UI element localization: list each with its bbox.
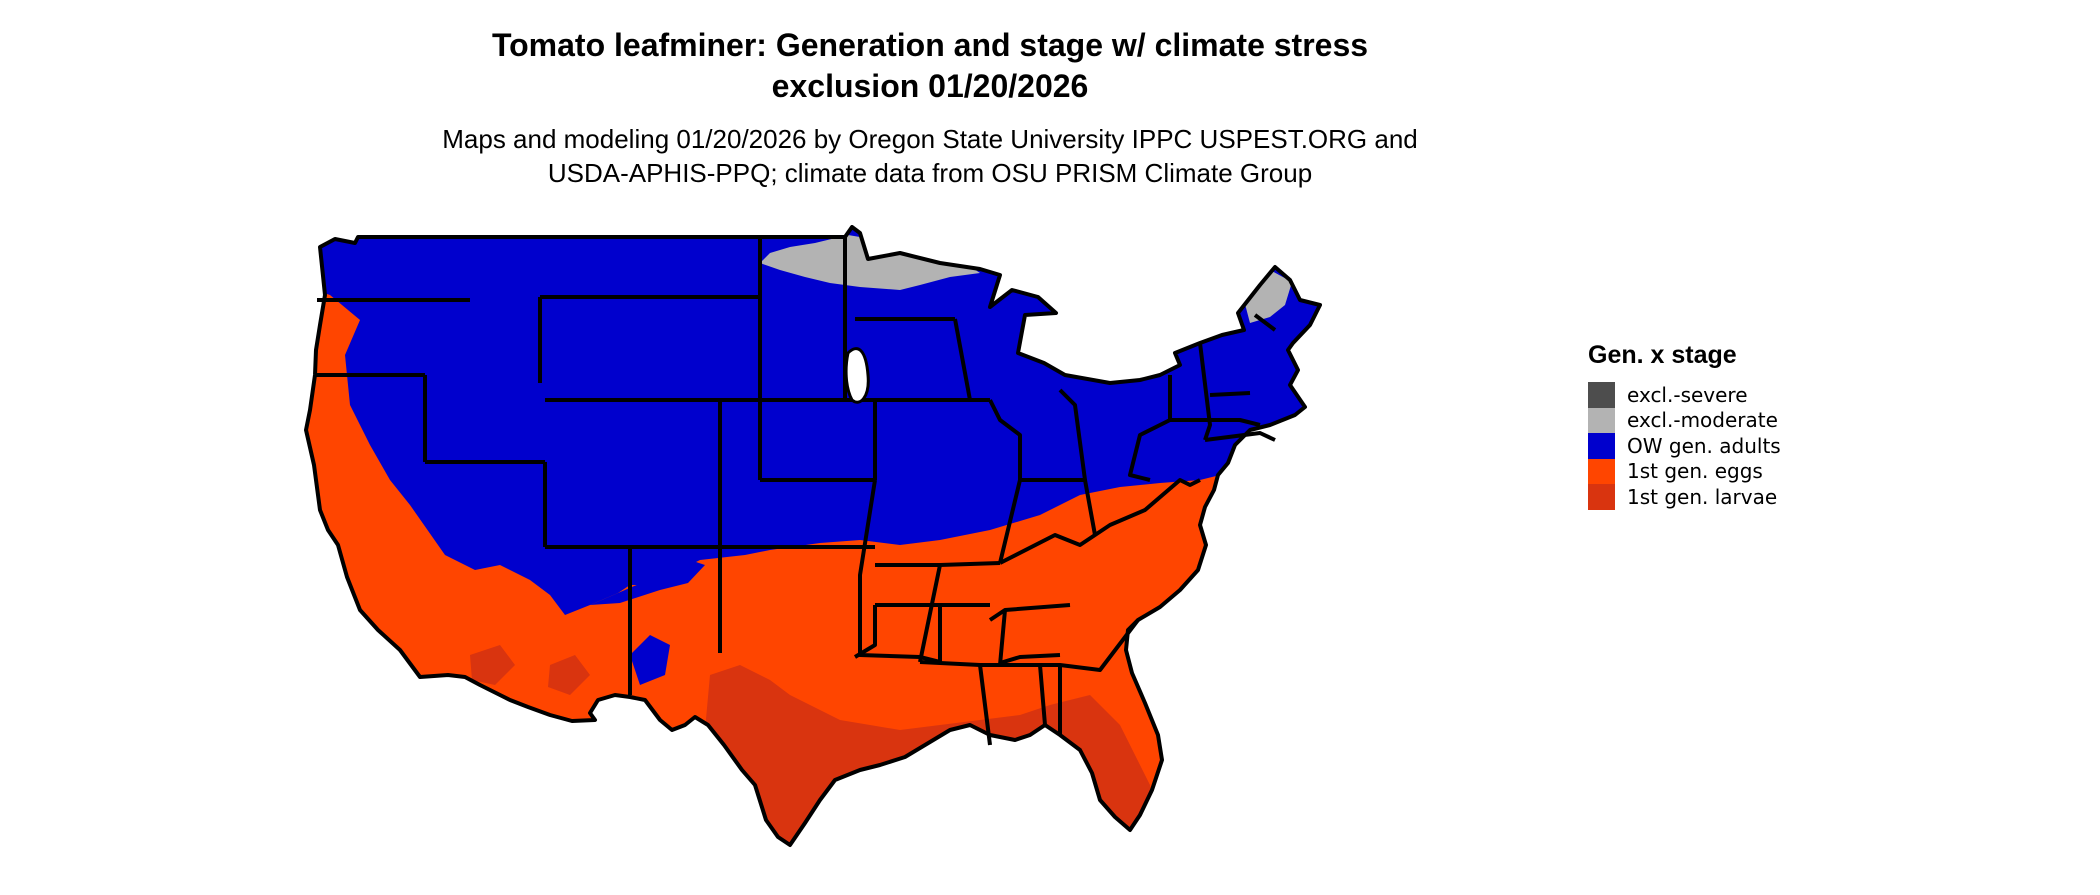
ow-adults-trans-pecos: [630, 635, 670, 685]
state-boundaries: [304, 225, 1322, 847]
legend-swatch-excl-severe: [1588, 382, 1615, 408]
legend-item-1st-gen-eggs: 1st gen. eggs: [1588, 458, 1781, 484]
lake-michigan: [844, 347, 870, 404]
map-subtitle-line-1: Maps and modeling 01/20/2026 by Oregon S…: [442, 124, 1418, 154]
legend-swatch-1st-gen-eggs: [1588, 458, 1615, 484]
map-title-line-1: Tomato leafminer: Generation and stage w…: [491, 27, 1369, 63]
legend-item-ow-gen-adults: OW gen. adults: [1588, 433, 1781, 459]
legend-label-excl-severe: excl.-severe: [1627, 382, 1748, 407]
legend-label-1st-gen-larvae: 1st gen. larvae: [1627, 484, 1778, 509]
first-gen-larvae-southwest: [548, 655, 590, 695]
legend-swatch-1st-gen-larvae: [1588, 484, 1615, 510]
map-legend: Gen. x stage excl.-severe excl.-moderate…: [1588, 340, 1781, 510]
legend-label-excl-moderate: excl.-moderate: [1627, 408, 1778, 433]
legend-swatch-excl-moderate: [1588, 407, 1615, 433]
us-outline: [304, 225, 1322, 847]
excl-moderate-north: [760, 235, 980, 290]
legend-label-ow-gen-adults: OW gen. adults: [1627, 433, 1781, 458]
first-gen-larvae-arizona: [470, 645, 515, 685]
ow-adults-upland-patch: [590, 560, 705, 605]
legend-swatch-ow-gen-adults: [1588, 433, 1615, 459]
legend-item-excl-moderate: excl.-moderate: [1588, 407, 1781, 433]
map-subtitle-line-2: USDA-APHIS-PPQ; climate data from OSU PR…: [547, 158, 1313, 188]
legend-item-excl-severe: excl.-severe: [1588, 382, 1781, 408]
legend-item-1st-gen-larvae: 1st gen. larvae: [1588, 484, 1781, 510]
legend-title: Gen. x stage: [1588, 341, 1737, 369]
map-title-line-2: exclusion 01/20/2026: [771, 68, 1089, 104]
us-map: [304, 225, 1322, 847]
legend-label-1st-gen-eggs: 1st gen. eggs: [1627, 459, 1763, 484]
